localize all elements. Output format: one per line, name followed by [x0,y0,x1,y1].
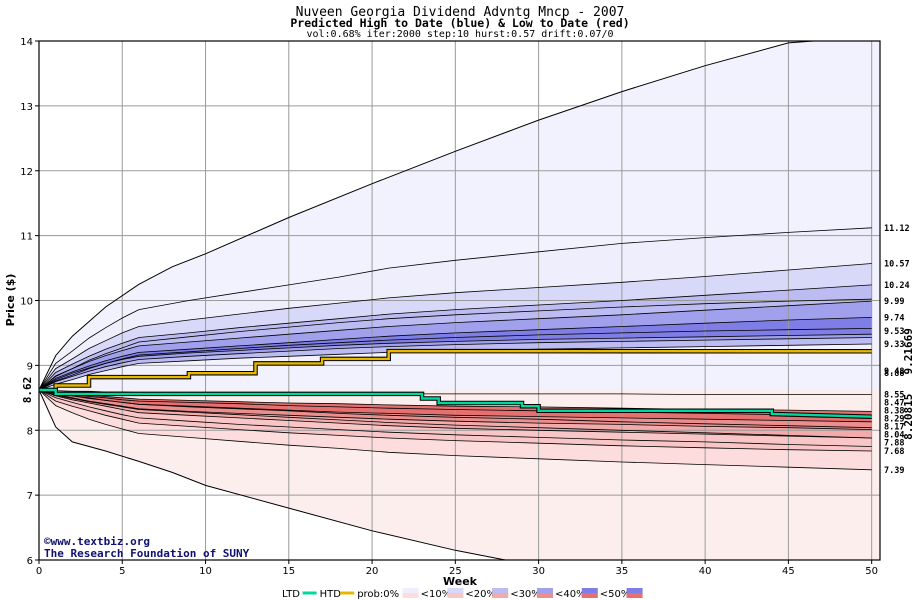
low-end-label: 7.68 [884,447,904,457]
y-tick-label: 8 [27,426,33,437]
high-end-label: 8.88 [884,369,904,379]
x-tick-label: 45 [782,566,795,577]
x-tick-label: 40 [699,566,712,577]
low-band-line-3 [38,389,872,429]
y-tick-label: 9 [27,361,33,372]
high-end-label: 9.48 [884,367,904,377]
high-band-lower-line-5 [38,333,872,391]
low-envelope-line [38,389,506,561]
low-end-label: 8.55 [884,391,904,401]
legend-label: <40% [555,589,586,600]
high-end-label: 10.24 [884,281,910,291]
x-tick-label: 0 [36,566,42,577]
legend-label: <30% [510,589,541,600]
low-band-2 [39,390,872,451]
ltd-final-value: 8.20815 [902,394,915,440]
legend-blue-swatch [626,588,643,593]
low-end-label: 8.17 [884,423,904,433]
high-band-5 [39,317,872,390]
high-band-lower-line-1 [38,298,872,391]
high-band-line-4 [38,300,872,391]
legend-label: HTD [320,589,342,600]
x-tick-label: 35 [616,566,629,577]
high-band-line-3 [38,284,872,391]
low-band-lower-line-4 [38,389,872,430]
legend-red-swatch [402,593,419,598]
low-end-label: 7.39 [884,466,904,476]
credit-copyright: ©www.textbiz.org [44,535,150,548]
high-end-label: 11.12 [884,224,910,234]
low-end-label: 8.47 [884,399,904,409]
ltd-line [39,388,872,418]
x-tick-label: 5 [119,566,125,577]
x-tick-label: 25 [449,566,462,577]
y-tick-label: 12 [20,167,33,178]
high-end-label: 9.33 [884,340,904,350]
y-tick-label: 14 [20,37,33,48]
legend-red-swatch [626,593,643,598]
low-end-label: 8.04 [884,431,904,441]
credit-org: The Research Foundation of SUNY [44,547,250,560]
high-band-line-1 [38,227,872,391]
low-end-label: 8.38 [884,407,904,417]
legend-label: prob:0% [357,589,399,600]
y-tick-label: 10 [20,297,33,308]
x-tick-label: 20 [366,566,379,577]
low-band-lower-line-1 [38,389,872,471]
y-tick-label: 13 [20,102,33,113]
high-band-lower-line-2 [38,328,872,391]
legend-blue-swatch [537,588,553,593]
high-band-line-2 [38,263,872,391]
low-band-line-2 [38,389,872,439]
legend-blue-swatch [402,588,419,593]
legend-red-swatch [537,593,553,598]
low-band-lower-line-5 [38,389,872,423]
chart-title: Nuveen Georgia Dividend Advntg Mncp - 20… [296,5,625,20]
high-band-4 [39,301,872,390]
low-end-label: 7.88 [884,439,904,449]
htd-line [39,349,872,392]
low-end-label: 8.29 [884,415,904,425]
htd-final-value: 9.21669 [902,328,915,374]
legend-red-swatch [447,593,464,598]
high-band-lower-line-4 [38,337,872,391]
low-band-lower-line-2 [38,389,872,452]
y-tick-label: 11 [20,232,33,243]
x-tick-label: 30 [532,566,545,577]
low-band-line-1 [38,389,872,447]
legend-blue-swatch [447,588,464,593]
high-band-lower-line-3 [38,343,872,391]
legend-red-swatch [581,593,598,598]
low-band-lower-line-3 [38,389,872,439]
high-end-label: 9.99 [884,297,904,307]
low-band-3 [39,390,872,438]
low-band-1 [39,390,872,470]
legend-blue-swatch [581,588,598,593]
legend-label: <50% [600,589,631,600]
start-price-label: 8.62 [21,377,34,404]
legend-label: LTD [282,589,300,600]
y-tick-label: 6 [27,556,33,567]
legend-blue-swatch [492,588,509,593]
legend-label: <20% [465,589,496,600]
high-end-label: 9.53 [884,327,904,337]
x-axis-label: Week [443,575,478,588]
chart-subtitle: Predicted High to Date (blue) & Low to D… [290,16,629,30]
high-end-label: 10.57 [884,260,910,270]
y-tick-label: 7 [27,491,33,502]
x-tick-label: 10 [199,566,212,577]
x-tick-label: 50 [865,566,878,577]
high-band-line-5 [38,317,872,391]
plot-area: 6 7 8 9 10 11 12 13 14 0 5 10 15 20 25 30 35 40 45 50 11.12 1… [20,37,915,577]
legend-label: <10% [421,589,452,600]
high-envelope-line [38,40,814,391]
y-axis-label: Price ($) [4,274,17,327]
high-end-label: 9.74 [884,313,904,323]
legend: LTD HTD prob:0% <10% <20% <30% <40% <50% [282,588,643,600]
low-band-5 [39,390,872,422]
chart-params: vol:0.68% iter:2000 step:10 hurst:0.57 d… [306,29,613,40]
legend-red-swatch [492,593,509,598]
x-tick-label: 15 [282,566,295,577]
